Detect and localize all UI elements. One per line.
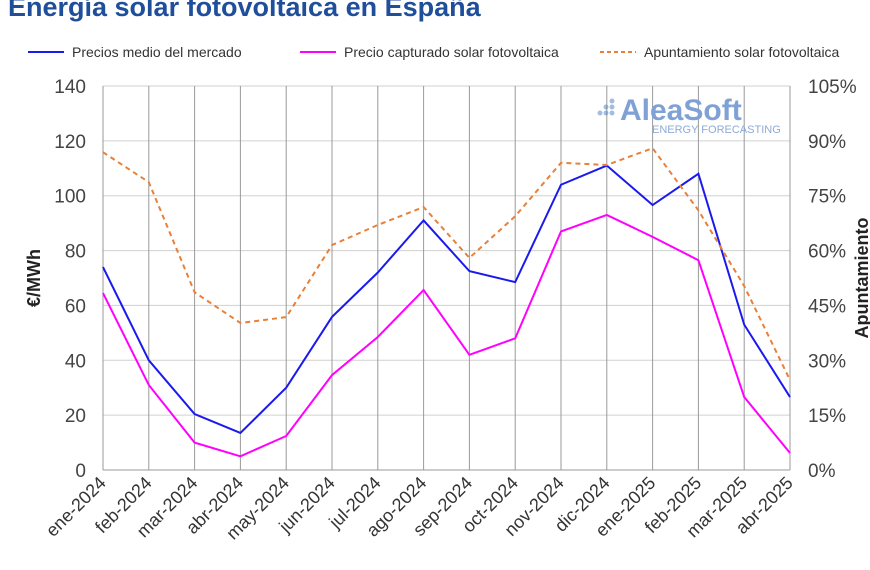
y2-tick-label: 75% (808, 187, 846, 208)
legend-label: Precio capturado solar fotovoltaica (344, 44, 559, 60)
y-tick-label: 0 (75, 461, 86, 482)
chart-title: Energía solar fotovoltaica en España (8, 0, 481, 22)
logo-tagline: ENERGY FORECASTING (652, 124, 781, 136)
y2-tick-label: 30% (808, 351, 846, 372)
y-tick-label: 60 (65, 296, 86, 317)
y-tick-label: 100 (54, 187, 86, 208)
aleasoft-logo (597, 98, 615, 116)
legend-label: Apuntamiento solar fotovoltaica (644, 44, 840, 60)
y2-tick-label: 0% (808, 461, 836, 482)
y2-axis-label: Apuntamiento (852, 218, 870, 339)
legend-label: Precios medio del mercado (72, 44, 242, 60)
series-line-1 (102, 213, 791, 458)
y-tick-label: 20 (65, 406, 86, 427)
y-tick-label: 120 (54, 132, 86, 153)
y2-tick-label: 105% (808, 77, 857, 98)
y-tick-label: 80 (65, 242, 86, 263)
y2-tick-label: 90% (808, 132, 846, 153)
series-line-0 (102, 164, 791, 435)
y-tick-label: 140 (54, 77, 86, 98)
y2-tick-label: 45% (808, 296, 846, 317)
y2-tick-label: 15% (808, 406, 846, 427)
series-line-2 (102, 146, 791, 381)
y-tick-label: 40 (65, 351, 86, 372)
y2-tick-label: 60% (808, 242, 846, 263)
logo-text: AleaSoft (620, 94, 742, 127)
y-axis-label: €/MWh (24, 249, 44, 307)
